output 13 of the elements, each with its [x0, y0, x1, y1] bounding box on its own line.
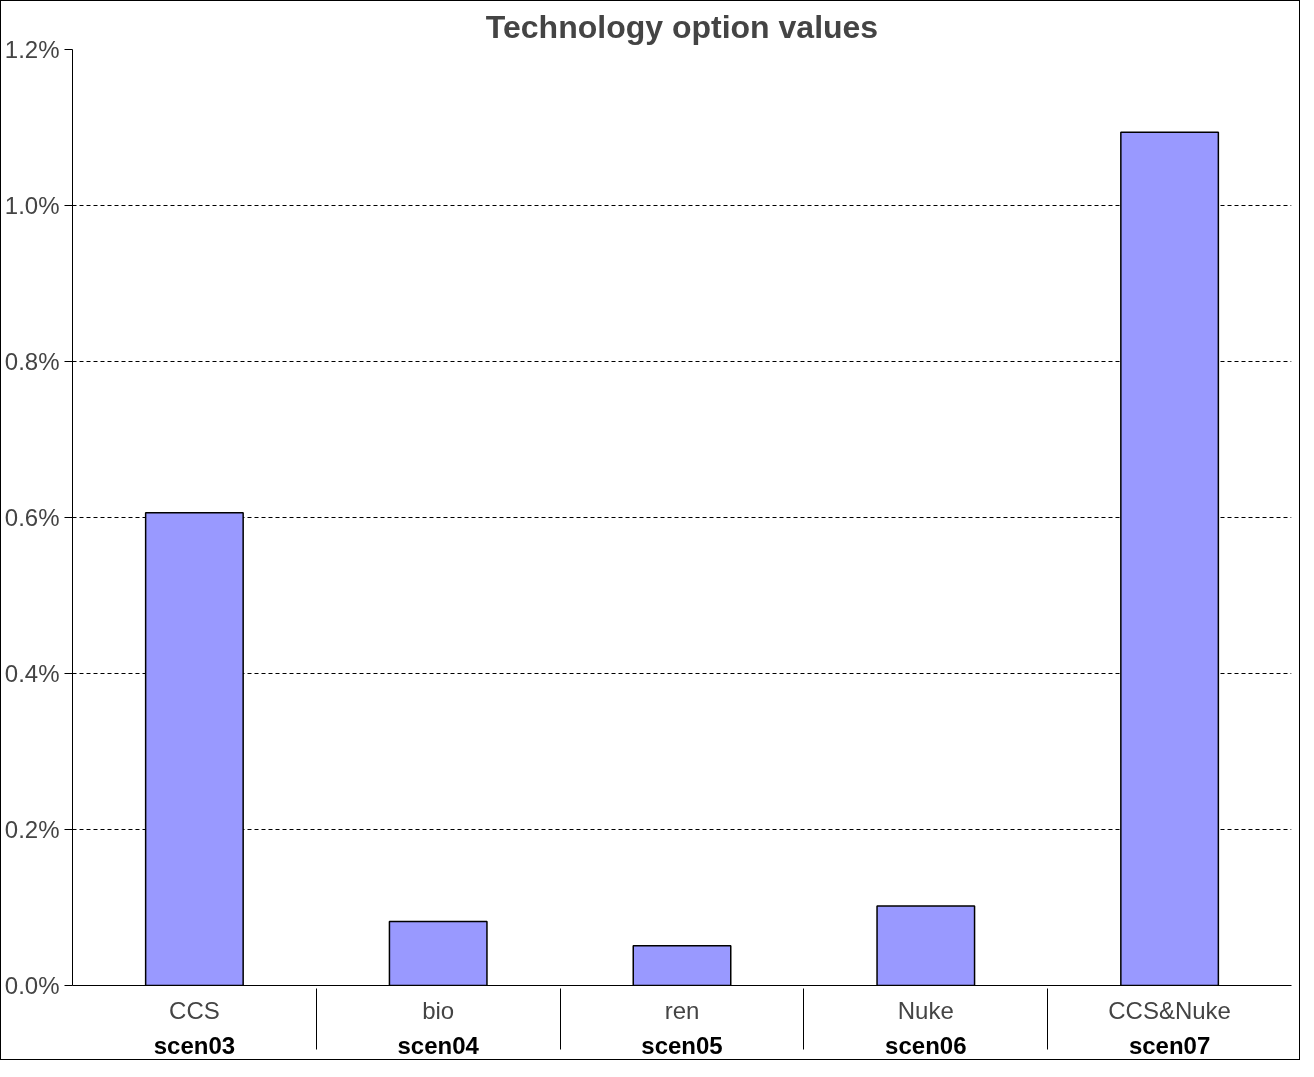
y-tick-label: 0.4%: [4, 660, 60, 687]
y-tick-label: 1.2%: [4, 36, 60, 63]
chart-title: Technology option values: [485, 8, 879, 45]
y-tick-label: 0.8%: [4, 348, 60, 375]
y-tick-label: 0.2%: [4, 816, 60, 843]
category-label: Nuke scen06: [885, 996, 967, 1059]
category-label: CCS&Nuke scen07: [1108, 996, 1231, 1059]
category-label: bio scen04: [397, 996, 479, 1059]
category-label: ren scen05: [641, 996, 723, 1059]
y-tick-label: 1.0%: [4, 192, 60, 219]
y-tick-label: 0.6%: [4, 504, 60, 531]
y-tick-label: 0.0%: [4, 972, 60, 999]
category-label: CCS scen03: [153, 996, 236, 1059]
